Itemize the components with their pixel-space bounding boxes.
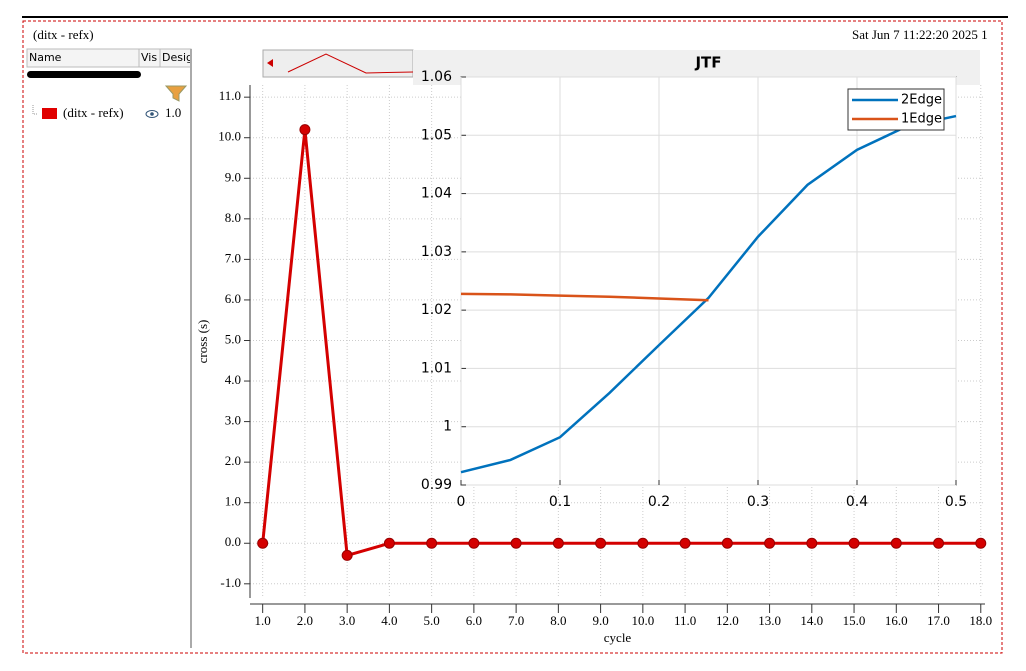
y-tick-label: 3.0 bbox=[225, 413, 241, 428]
y-tick-label: 0.0 bbox=[225, 534, 241, 549]
y-tick-label: 8.0 bbox=[225, 210, 241, 225]
y-tick-label: 1.06 bbox=[421, 69, 452, 85]
y-tick-label: 1.0 bbox=[225, 494, 241, 509]
x-axis-label: cycle bbox=[604, 630, 632, 645]
legend bbox=[847, 88, 945, 131]
y-tick-label: 1.01 bbox=[421, 360, 452, 376]
y-tick-label: 10.0 bbox=[218, 129, 241, 144]
header-title: (ditx - refx) bbox=[33, 27, 94, 42]
point bbox=[595, 537, 607, 549]
y-tick-label: -1.0 bbox=[220, 575, 241, 590]
point bbox=[848, 537, 860, 549]
point bbox=[679, 537, 691, 549]
y-tick-label: 1 bbox=[443, 419, 452, 435]
point bbox=[806, 537, 818, 549]
point bbox=[341, 549, 353, 561]
point bbox=[299, 124, 311, 136]
tree-line bbox=[32, 105, 38, 115]
x-tick-label: 14.0 bbox=[800, 613, 823, 628]
y-tick-label: 7.0 bbox=[225, 250, 241, 265]
x-tick-label: 4.0 bbox=[381, 613, 397, 628]
x-tick-label: 18.0 bbox=[969, 613, 992, 628]
y-tick-label: 9.0 bbox=[225, 169, 241, 184]
y-axis-label: cross (s) bbox=[195, 320, 210, 364]
trace-value: 1.0 bbox=[165, 105, 181, 120]
y-tick-label: 1.03 bbox=[421, 244, 452, 260]
x-tick-label: 5.0 bbox=[424, 613, 440, 628]
point bbox=[764, 537, 776, 549]
y-tick-label: 1.04 bbox=[421, 186, 452, 202]
series-line bbox=[261, 129, 981, 558]
timestamp: Sat Jun 7 11:22:20 2025 1 bbox=[852, 27, 988, 42]
x-tick-label: 12.0 bbox=[716, 613, 739, 628]
x-tick-label: 7.0 bbox=[508, 613, 524, 628]
x-tick-label: 6.0 bbox=[466, 613, 482, 628]
scroll-arrow[interactable] bbox=[267, 59, 273, 67]
x-tick-label: 8.0 bbox=[550, 613, 566, 628]
trace-color[interactable] bbox=[42, 108, 57, 119]
scrollbar[interactable] bbox=[27, 71, 141, 78]
x-tick-label: 0.4 bbox=[846, 494, 868, 510]
point bbox=[721, 537, 733, 549]
point bbox=[426, 537, 438, 549]
column-header[interactable]: Desig bbox=[162, 51, 193, 64]
point bbox=[637, 537, 649, 549]
column-header[interactable]: Vis bbox=[141, 51, 157, 64]
y-tick-label: 11.0 bbox=[219, 88, 241, 103]
x-tick-label: 3.0 bbox=[339, 613, 355, 628]
x-tick-label: 0 bbox=[457, 494, 466, 510]
x-tick-label: 2.0 bbox=[297, 613, 313, 628]
chart-title: JTF bbox=[694, 54, 721, 72]
frame bbox=[22, 20, 1003, 654]
trace-name[interactable]: (ditx - refx) bbox=[63, 105, 124, 120]
x-tick-label: 17.0 bbox=[927, 613, 950, 628]
point bbox=[933, 537, 945, 549]
x-tick-label: 0.3 bbox=[747, 494, 769, 510]
visibility-icon[interactable] bbox=[145, 110, 159, 118]
legend-label: 1Edge bbox=[901, 112, 942, 127]
visibility-icon bbox=[150, 112, 154, 116]
x-tick-label: 16.0 bbox=[885, 613, 908, 628]
filter-icon[interactable] bbox=[164, 85, 188, 102]
y-tick-label: 2.0 bbox=[225, 453, 241, 468]
point bbox=[257, 537, 269, 549]
point bbox=[552, 537, 564, 549]
y-tick-label: 0.99 bbox=[421, 477, 452, 493]
column-header[interactable]: Name bbox=[29, 51, 62, 64]
plot-area bbox=[460, 76, 957, 486]
x-tick-label: 1.0 bbox=[255, 613, 271, 628]
x-tick-label: 0.5 bbox=[945, 494, 967, 510]
series-line bbox=[460, 114, 957, 474]
y-tick-label: 1.02 bbox=[421, 302, 452, 318]
x-tick-label: 0.2 bbox=[648, 494, 670, 510]
x-tick-label: 9.0 bbox=[592, 613, 608, 628]
x-tick-label: 0.1 bbox=[549, 494, 571, 510]
overview-trace bbox=[287, 53, 414, 74]
point bbox=[975, 537, 987, 549]
y-tick-label: 5.0 bbox=[225, 331, 241, 346]
point bbox=[383, 537, 395, 549]
y-tick-label: 4.0 bbox=[225, 372, 241, 387]
point bbox=[468, 537, 480, 549]
x-tick-label: 10.0 bbox=[631, 613, 654, 628]
y-tick-label: 6.0 bbox=[225, 291, 241, 306]
x-tick-label: 15.0 bbox=[843, 613, 866, 628]
legend-label: 2Edge bbox=[901, 93, 942, 108]
series-line bbox=[460, 292, 709, 302]
x-tick-label: 11.0 bbox=[674, 613, 696, 628]
point bbox=[890, 537, 902, 549]
y-tick-label: 1.05 bbox=[421, 127, 452, 143]
point bbox=[510, 537, 522, 549]
x-tick-label: 13.0 bbox=[758, 613, 781, 628]
